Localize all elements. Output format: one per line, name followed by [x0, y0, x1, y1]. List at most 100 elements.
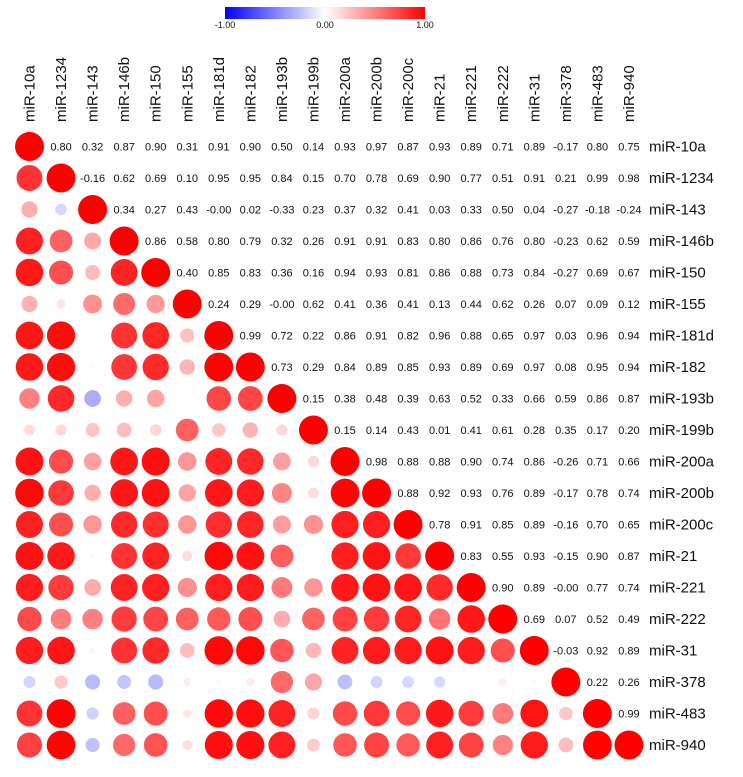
corr-circle-mir-200b-mir-200b: [362, 478, 392, 508]
corr-circle-mir-143-mir-143: [78, 195, 108, 224]
corr-value-mir-200c-mir-222: 0.85: [492, 520, 513, 532]
corr-circle-mir-31-mir-10a: [15, 636, 44, 665]
col-label-mir-200b: miR-200b: [369, 57, 386, 122]
corr-value-mir-150-mir-378: -0.27: [553, 268, 578, 280]
col-label-mir-155: miR-155: [179, 65, 196, 122]
col-label-mir-940: miR-940: [621, 65, 638, 122]
corr-value-mir-146b-mir-378: -0.23: [553, 236, 578, 248]
corr-value-mir-10a-mir-143: 0.32: [82, 142, 103, 154]
corr-value-mir-200b-mir-378: -0.17: [553, 488, 578, 500]
corr-circle-mir-31-mir-181d: [204, 636, 234, 665]
colorbar-gradient: [225, 7, 425, 19]
corr-value-mir-146b-mir-21: 0.80: [429, 236, 450, 248]
corr-circle-mir-193b-mir-193b: [267, 384, 297, 413]
corr-value-mir-200b-mir-940: 0.74: [618, 488, 639, 500]
corr-circle-mir-182-mir-150: [142, 353, 169, 381]
corr-circle-mir-200b-mir-10a: [15, 478, 44, 508]
corr-circle-mir-21-mir-182: [236, 542, 265, 570]
corr-circle-mir-200a-mir-155: [177, 452, 197, 471]
corr-value-mir-31-mir-940: 0.89: [618, 646, 639, 658]
corr-circle-mir-199b-mir-1234: [55, 424, 67, 436]
corr-circle-mir-483-mir-1234: [46, 699, 76, 728]
corr-value-mir-10a-mir-150: 0.90: [145, 142, 166, 154]
corr-value-mir-146b-mir-200a: 0.91: [334, 236, 355, 248]
col-label-mir-200c: miR-200c: [400, 57, 417, 122]
corr-circle-mir-21-mir-181d: [204, 541, 234, 571]
corr-circle-mir-378-mir-200b: [370, 676, 383, 688]
corr-circle-mir-221-mir-199b: [304, 578, 323, 597]
corr-circle-mir-193b-mir-146b: [115, 390, 133, 407]
corr-value-mir-200a-mir-222: 0.74: [492, 457, 513, 469]
corr-value-mir-150-mir-940: 0.67: [618, 268, 639, 280]
row-label-mir-181d: miR-181d: [649, 328, 714, 345]
corr-circle-mir-181d-mir-181d: [204, 321, 234, 350]
corr-value-mir-150-mir-199b: 0.16: [303, 268, 324, 280]
corr-value-mir-10a-mir-200c: 0.87: [397, 142, 418, 154]
corr-circle-mir-378-mir-200a: [337, 674, 353, 690]
corr-value-mir-193b-mir-222: 0.33: [492, 394, 513, 406]
corr-circle-mir-155-mir-1234: [56, 299, 66, 309]
corr-circle-mir-200b-mir-199b: [308, 487, 319, 499]
row-label-mir-182: miR-182: [649, 359, 706, 376]
corr-circle-mir-940-mir-143: [85, 737, 100, 753]
corr-circle-mir-31-mir-200a: [331, 637, 359, 664]
col-label-mir-21: miR-21: [432, 74, 449, 122]
corr-circle-mir-483-mir-143: [86, 707, 99, 720]
corr-value-mir-182-mir-193b: 0.73: [271, 362, 292, 374]
corr-value-mir-146b-mir-221: 0.86: [460, 236, 481, 248]
corr-value-mir-155-mir-200b: 0.36: [366, 299, 387, 311]
row-label-mir-143: miR-143: [649, 202, 706, 219]
corr-circle-mir-940-mir-1234: [46, 730, 76, 760]
corr-value-mir-155-mir-222: 0.62: [492, 299, 513, 311]
corr-value-mir-155-mir-199b: 0.62: [303, 299, 324, 311]
corr-circle-mir-222-mir-199b: [302, 607, 325, 631]
corr-circle-mir-31-mir-200b: [362, 636, 391, 665]
corr-circle-mir-378-mir-10a: [23, 676, 36, 688]
corr-value-mir-193b-mir-940: 0.87: [618, 394, 639, 406]
corr-circle-mir-378-mir-181d: [216, 679, 222, 685]
corr-value-mir-200a-mir-940: 0.66: [618, 457, 639, 469]
corr-value-mir-155-mir-940: 0.12: [618, 299, 639, 311]
corr-value-mir-200c-mir-378: -0.16: [553, 520, 578, 532]
corr-value-mir-150-mir-181d: 0.85: [208, 268, 229, 280]
corr-value-mir-181d-mir-378: 0.03: [555, 331, 576, 343]
corr-circle-mir-200a-mir-182: [237, 448, 264, 475]
corr-circle-mir-200b-mir-150: [141, 479, 170, 507]
corr-circle-mir-21-mir-21: [425, 541, 455, 571]
corr-circle-mir-200a-mir-200a: [330, 447, 360, 476]
upper-triangle-values: 0.80 0.32 0.87 0.90 0.31 0.91 0.90 0.50 0.14 0.93…: [50, 142, 641, 721]
corr-circle-mir-940-mir-199b: [306, 738, 320, 752]
corr-value-mir-146b-mir-483: 0.62: [587, 236, 608, 248]
corr-circle-mir-940-mir-150: [143, 733, 168, 757]
corr-value-mir-143-mir-221: 0.33: [460, 205, 481, 217]
row-label-mir-155: miR-155: [649, 296, 706, 313]
corr-value-mir-181d-mir-200c: 0.82: [397, 331, 418, 343]
corr-circle-mir-940-mir-181d: [204, 730, 233, 760]
corr-value-mir-10a-mir-378: -0.17: [553, 142, 578, 154]
col-label-mir-221: miR-221: [463, 65, 480, 122]
corr-circle-mir-200c-mir-10a: [15, 510, 44, 539]
corr-circle-mir-940-mir-10a: [16, 732, 43, 758]
corr-value-mir-199b-mir-940: 0.20: [618, 425, 639, 437]
col-label-mir-193b: miR-193b: [274, 57, 291, 122]
corr-circle-mir-155-mir-146b: [113, 292, 136, 316]
corr-value-mir-181d-mir-221: 0.88: [460, 331, 481, 343]
corr-value-mir-150-mir-155: 0.40: [177, 268, 198, 280]
corr-circle-mir-483-mir-222: [492, 703, 514, 724]
corr-circle-mir-199b-mir-182: [242, 422, 259, 438]
corr-value-mir-146b-mir-182: 0.79: [240, 236, 261, 248]
corr-circle-mir-143-mir-10a: [21, 201, 38, 218]
corr-value-mir-181d-mir-483: 0.96: [587, 331, 608, 343]
corr-circle-mir-31-mir-155: [179, 643, 195, 658]
corr-value-mir-182-mir-940: 0.94: [618, 362, 639, 374]
corr-value-mir-150-mir-221: 0.88: [460, 268, 481, 280]
corr-circle-mir-199b-mir-150: [149, 424, 162, 436]
corr-value-mir-222-mir-378: 0.07: [555, 614, 576, 626]
corr-circle-mir-21-mir-10a: [15, 542, 44, 570]
corr-value-mir-150-mir-21: 0.86: [429, 268, 450, 280]
row-label-mir-193b: miR-193b: [649, 391, 714, 408]
corr-value-mir-199b-mir-483: 0.17: [587, 425, 608, 437]
corr-circle-mir-193b-mir-1234: [47, 385, 75, 412]
corr-circle-mir-31-mir-182: [236, 636, 265, 665]
corr-circle-mir-222-mir-10a: [17, 606, 42, 632]
